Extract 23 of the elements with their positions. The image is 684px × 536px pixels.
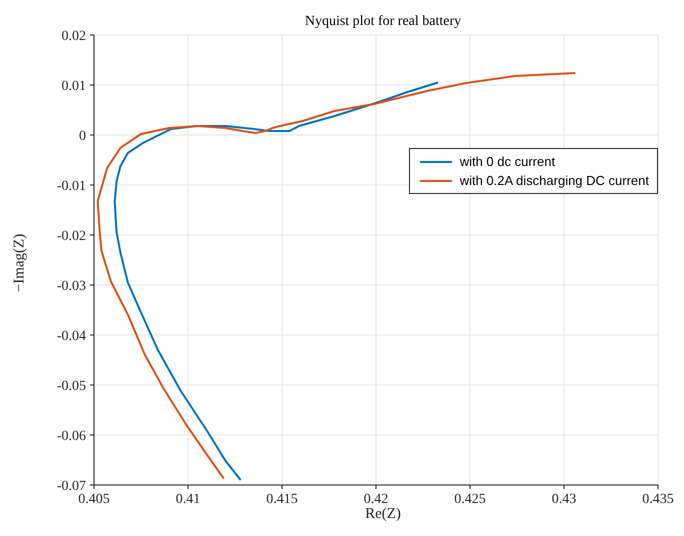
- x-axis-title: Re(Z): [364, 506, 402, 523]
- x-tick-label: 0.435: [642, 492, 674, 507]
- x-tick-label: 0.43: [552, 492, 576, 507]
- y-tick-label: 0.02: [62, 28, 86, 44]
- y-tick-label: 0.01: [62, 78, 86, 94]
- legend-label: with 0.2A discharging DC current: [460, 173, 649, 188]
- x-tick-label: 0.42: [364, 492, 388, 507]
- y-tick-label: -0.02: [56, 228, 86, 244]
- x-tick-label: 0.415: [266, 492, 298, 507]
- line-series: [114, 82, 440, 481]
- y-tick-label: -0.06: [56, 428, 86, 444]
- y-axis-title: −Imag(Z): [12, 232, 28, 294]
- legend-label: with 0 dc current: [460, 154, 556, 169]
- y-tick-label: -0.05: [56, 378, 86, 394]
- y-tick-label: -0.03: [56, 278, 86, 294]
- chart-title: Nyquist plot for real battery: [304, 14, 462, 30]
- x-tick-label: 0.41: [176, 492, 200, 507]
- y-tick-label: -0.04: [56, 328, 86, 344]
- x-tick-label: 0.405: [78, 492, 110, 507]
- y-tick-label: -0.01: [56, 178, 86, 194]
- y-tick-label: 0: [79, 128, 86, 144]
- x-tick-label: 0.425: [454, 492, 486, 507]
- y-tick-label: -0.07: [56, 478, 86, 494]
